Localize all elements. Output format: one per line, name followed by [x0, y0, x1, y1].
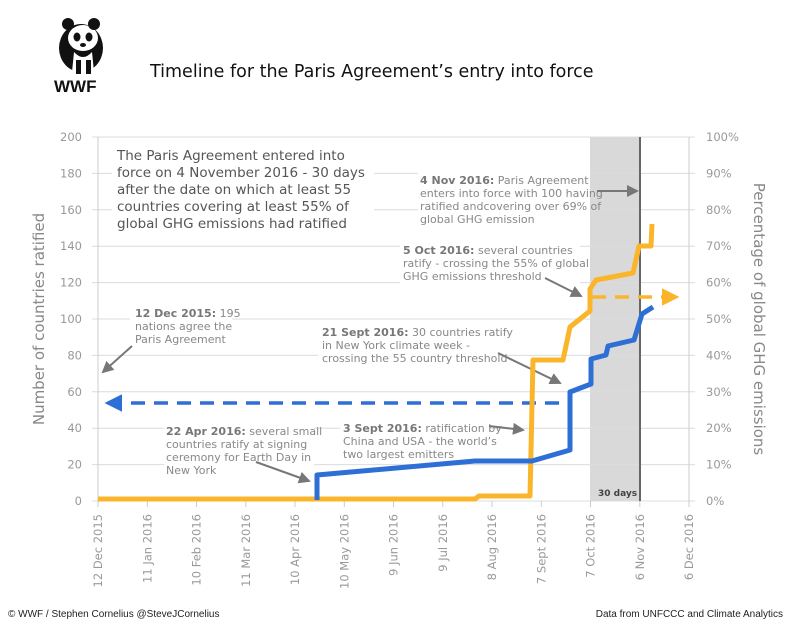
svg-text:ratify - crossing the 55% of g: ratify - crossing the 55% of global [403, 257, 589, 270]
svg-text:22 Apr 2016: several small: 22 Apr 2016: several small [166, 425, 322, 438]
y-tick: 80 [67, 348, 82, 362]
y2-tick: 0% [706, 494, 724, 508]
emissions-series-line [98, 223, 655, 502]
annotation-3-sept-2016: 3 Sept 2016: ratification by China and U… [343, 422, 502, 461]
y-tick: 100 [60, 312, 82, 326]
y2-tick: 80% [706, 203, 732, 217]
svg-text:global GHG emission: global GHG emission [420, 213, 535, 226]
shade-label: 30 days [598, 489, 637, 499]
y-tick: 140 [60, 239, 82, 253]
x-ticks [97, 501, 690, 507]
svg-text:enters into force with 100 hav: enters into force with 100 having [420, 187, 603, 200]
svg-text:4 Nov 2016: Paris Agreement: 4 Nov 2016: Paris Agreement [420, 174, 589, 187]
source-text: Data from UNFCCC and Climate Analytics [595, 609, 783, 620]
y2-tick: 50% [706, 312, 732, 326]
y2-tick: 10% [706, 458, 732, 472]
y-tick: 20 [67, 458, 82, 472]
y-tick: 200 [60, 130, 82, 144]
x-tick: 6 Dec 2016 [682, 514, 696, 580]
y-axis-title: Number of countries ratified [30, 213, 48, 425]
svg-text:China and USA - the world’s: China and USA - the world’s [343, 435, 497, 448]
x-tick: 11 Mar 2016 [239, 514, 253, 587]
wwf-logo-text: WWF [54, 77, 97, 96]
y2-axis-title: Percentage of global GHG emissions [750, 183, 768, 456]
svg-text:nations agree the: nations agree the [135, 320, 232, 333]
annotation-21-sept-2016: 21 Sept 2016: 30 countries ratify in New… [322, 326, 513, 365]
y-tick: 180 [60, 166, 82, 180]
y2-tick: 100% [706, 130, 739, 144]
y2-tick: 60% [706, 276, 732, 290]
annotation-22-apr-2016: 22 Apr 2016: several small countries rat… [166, 425, 322, 477]
svg-text:12 Dec 2015: 195: 12 Dec 2015: 195 [135, 307, 241, 320]
svg-text:two largest emitters: two largest emitters [343, 448, 454, 461]
panda-icon [59, 18, 103, 74]
x-tick: 7 Sept 2016 [534, 514, 548, 584]
annotation-4-nov-2016: 4 Nov 2016: Paris Agreement enters into … [420, 174, 603, 226]
annotation-12-dec-2015: 12 Dec 2015: 195 nations agree the Paris… [135, 307, 241, 346]
credit-text: © WWF / Stephen Cornelius @SteveJCorneli… [8, 609, 220, 620]
y-tick: 0 [75, 494, 82, 508]
x-tick: 7 Oct 2016 [584, 514, 598, 578]
x-tick: 10 Apr 2016 [288, 514, 302, 585]
svg-text:in New York climate week -: in New York climate week - [322, 339, 470, 352]
intro-line: after the date on which at least 55 [117, 182, 351, 198]
y2-tick: 90% [706, 166, 732, 180]
y2-tick: 40% [706, 348, 732, 362]
svg-text:ratified andcovering over 69%: ratified andcovering over 69% of [420, 200, 602, 213]
y2-tick: 70% [706, 239, 732, 253]
x-tick: 9 Jun 2016 [387, 514, 401, 576]
x-tick: 9 Jul 2016 [436, 514, 450, 572]
x-tick: 11 Jan 2016 [140, 514, 154, 583]
x-tick: 10 May 2016 [337, 514, 351, 589]
y-tick: 160 [60, 203, 82, 217]
svg-text:21 Sept 2016: 30 countries rat: 21 Sept 2016: 30 countries ratify [322, 326, 513, 339]
intro-line: force on 4 November 2016 - 30 days [117, 165, 365, 181]
x-tick: 10 Feb 2016 [190, 514, 204, 586]
y2-tick: 30% [706, 385, 732, 399]
svg-text:Paris Agreement: Paris Agreement [135, 333, 226, 346]
svg-text:countries ratify at signing: countries ratify at signing [166, 438, 307, 451]
x-tick: 8 Aug 2016 [485, 514, 499, 580]
y2-tick: 20% [706, 421, 732, 435]
x-tick: 6 Nov 2016 [633, 514, 647, 580]
svg-text:GHG emissions threshold: GHG emissions threshold [403, 270, 542, 283]
countries-series-line [314, 304, 655, 500]
svg-text:5 Oct 2016: several countries: 5 Oct 2016: several countries [403, 244, 573, 257]
chart-title: Timeline for the Paris Agreement’s entry… [150, 62, 594, 82]
intro-line: global GHG emissions had ratified [117, 216, 347, 232]
y-tick: 60 [67, 385, 82, 399]
svg-text:ceremony for Earth Day in: ceremony for Earth Day in [166, 451, 311, 464]
y-tick: 40 [67, 421, 82, 435]
x-tick: 12 Dec 2015 [91, 514, 105, 587]
svg-text:New York: New York [166, 464, 217, 477]
annotation-5-oct-2016: 5 Oct 2016: several countries ratify - c… [403, 244, 589, 283]
annotation-arrows [101, 185, 639, 484]
svg-text:3 Sept 2016: ratification by: 3 Sept 2016: ratification by [343, 422, 502, 435]
svg-text:crossing the 55 country thresh: crossing the 55 country threshold [322, 352, 507, 365]
intro-line: countries covering at least 55% of [117, 199, 350, 215]
intro-line: The Paris Agreement entered into [116, 148, 345, 164]
y-tick: 120 [60, 276, 82, 290]
